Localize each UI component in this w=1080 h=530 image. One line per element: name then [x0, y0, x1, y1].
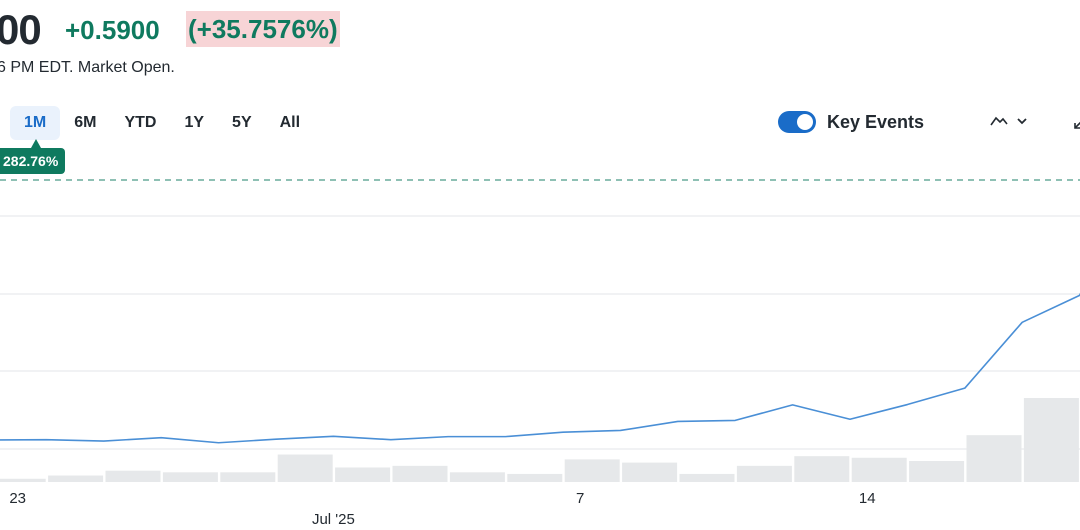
volume-bar	[335, 467, 391, 482]
tooltip-arrow	[31, 139, 41, 148]
x-axis-labels: 23 7 14 Jul '25	[9, 490, 875, 528]
volume-bars	[0, 398, 1079, 482]
x-tick-label: 14	[859, 490, 876, 507]
volume-bar	[622, 462, 678, 482]
volume-bar	[736, 465, 792, 482]
volume-bar	[162, 472, 218, 482]
range-1m-button[interactable]: 1M	[10, 106, 61, 140]
price-line[interactable]	[0, 180, 1080, 444]
range-6m-button[interactable]: 6M	[74, 114, 97, 131]
expand-chart-button[interactable]	[1072, 116, 1080, 135]
volume-bar	[966, 435, 1022, 482]
volume-bar	[507, 473, 563, 482]
x-month-label: Jul '25	[312, 511, 355, 528]
volume-bar	[851, 457, 907, 482]
price-value: 00	[0, 6, 42, 53]
x-tick-label: 23	[9, 490, 26, 507]
chevron-down-icon	[1017, 118, 1027, 125]
volume-bar	[909, 461, 965, 482]
key-events-control: Key Events	[778, 111, 924, 133]
volume-bar	[794, 456, 850, 482]
volume-bar	[220, 472, 276, 482]
volume-bar	[105, 470, 161, 482]
volume-bar	[0, 478, 46, 482]
market-status: 6 PM EDT. Market Open.	[0, 59, 175, 76]
price-change: +0.5900	[65, 15, 160, 45]
volume-bar	[449, 472, 505, 482]
toggle-knob	[797, 114, 813, 130]
volume-bar	[277, 454, 333, 482]
volume-bar	[392, 465, 448, 482]
x-tick-label: 7	[576, 490, 584, 507]
volume-bar	[679, 473, 735, 482]
key-events-label: Key Events	[827, 111, 925, 132]
chart-gridlines	[0, 215, 1080, 450]
volume-bar	[48, 475, 104, 482]
key-events-toggle[interactable]	[778, 111, 816, 133]
mountain-chart-icon	[990, 116, 1008, 126]
range-all-button[interactable]: All	[279, 114, 301, 131]
volume-bar	[564, 459, 620, 482]
range-5y-button[interactable]: 5Y	[232, 114, 252, 131]
range-1y-button[interactable]: 1Y	[184, 114, 205, 131]
chart-type-dropdown[interactable]	[990, 114, 1028, 128]
price-change-percent: (+35.7576%)	[186, 11, 340, 47]
range-selector: 1M 6M YTD 1Y 5Y All	[10, 106, 314, 140]
range-ytd-button[interactable]: YTD	[124, 114, 157, 131]
expand-icon	[1074, 121, 1080, 129]
volume-bar	[1023, 398, 1079, 482]
value-tooltip: 282.76%	[0, 148, 66, 174]
